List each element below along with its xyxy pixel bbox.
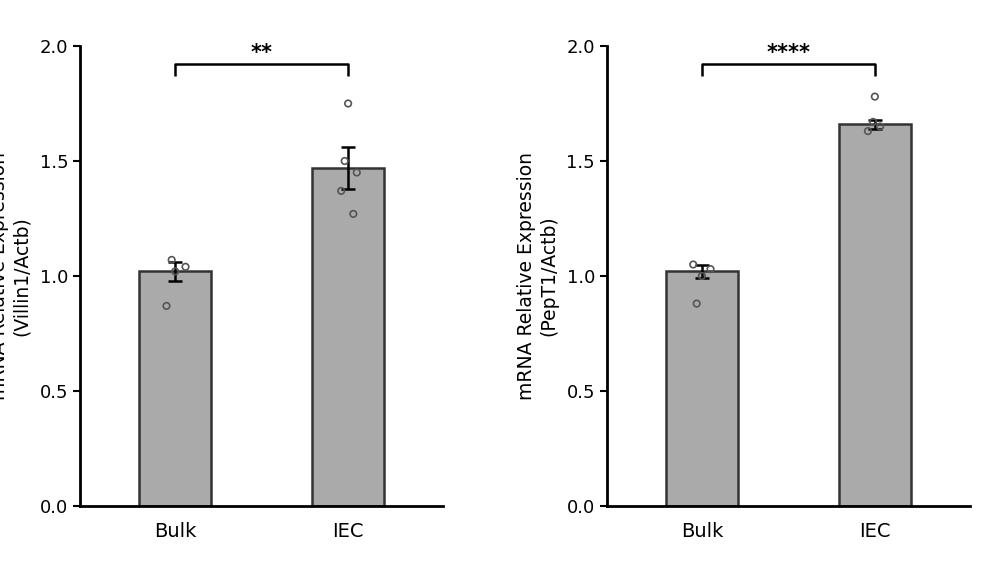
Point (694, 271, 710, 281)
Point (333, 186, 349, 196)
Point (164, 255, 180, 264)
Y-axis label: mRNA Relative Expression
(Villin1/Actb): mRNA Relative Expression (Villin1/Actb) (0, 152, 31, 400)
Bar (139, 271, 211, 506)
Text: **: ** (251, 43, 273, 63)
Point (872, 122, 888, 131)
Text: ****: **** (766, 43, 810, 63)
Point (703, 264, 719, 274)
Bar (666, 271, 738, 506)
Point (167, 267, 183, 276)
Point (689, 299, 705, 308)
Point (349, 168, 365, 177)
Point (867, 92, 883, 101)
Point (860, 126, 876, 136)
Y-axis label: mRNA Relative Expression
(PepT1/Actb): mRNA Relative Expression (PepT1/Actb) (517, 152, 558, 400)
Point (340, 99, 356, 108)
Point (685, 260, 701, 269)
Bar (312, 168, 384, 506)
Point (345, 209, 361, 218)
Bar (839, 124, 911, 506)
Point (158, 301, 174, 310)
Point (337, 156, 353, 166)
Point (178, 262, 194, 271)
Point (865, 117, 881, 126)
